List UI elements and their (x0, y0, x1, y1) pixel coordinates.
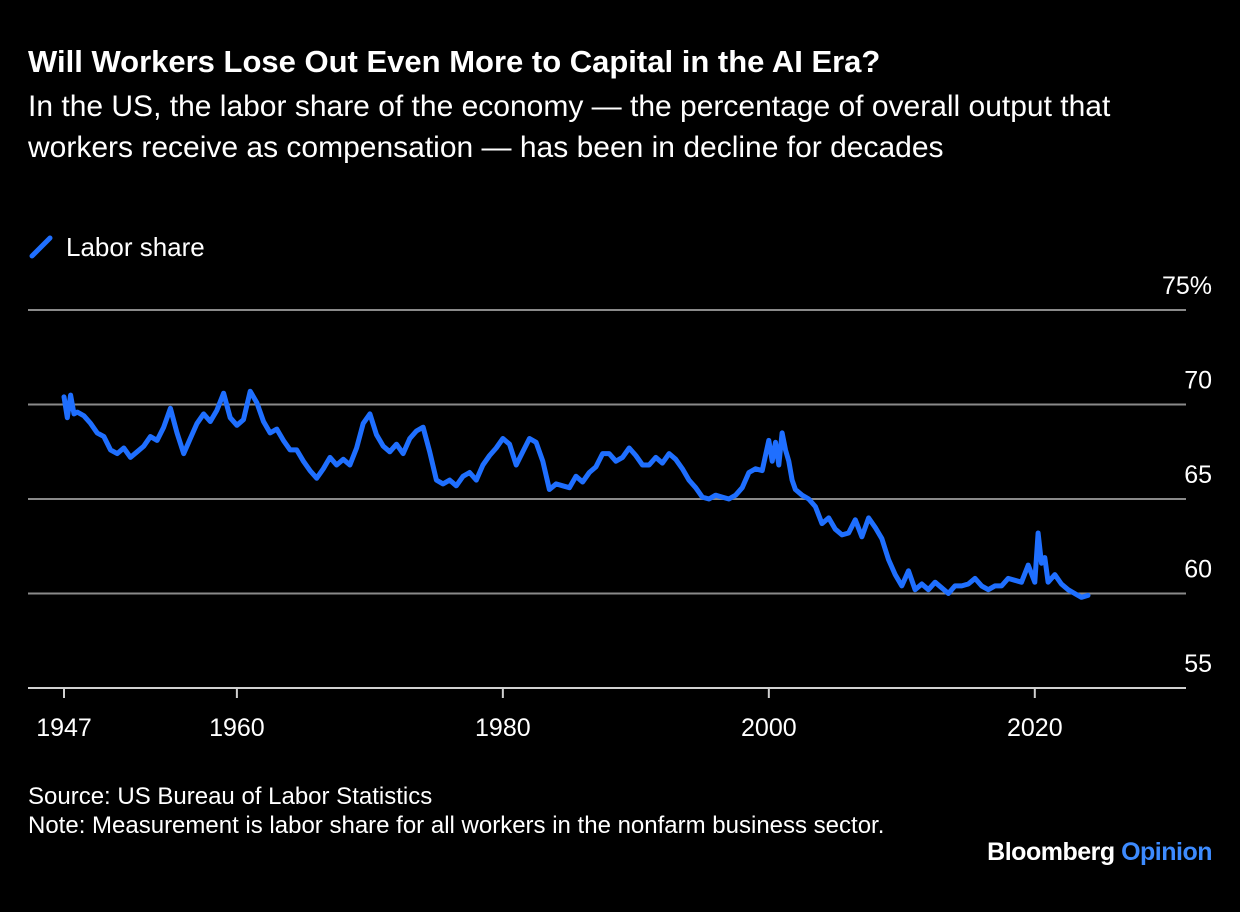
footer: Source: US Bureau of Labor Statistics No… (28, 782, 888, 840)
x-axis-ticks: 1947 1960 1980 2000 2020 (36, 688, 1063, 742)
y-tick-label: 70 (1184, 367, 1212, 395)
x-tick-label: 1960 (209, 714, 265, 742)
source-note: Source: US Bureau of Labor Statistics (28, 783, 433, 810)
y-tick-label: 65 (1184, 461, 1212, 489)
measurement-note: Note: Measurement is labor share for all… (28, 812, 885, 839)
series-group (61, 388, 1091, 600)
x-tick-label: 1947 (36, 714, 92, 742)
brand-logo: Bloomberg Opinion (987, 838, 1212, 867)
brand-suffix: Opinion (1121, 838, 1212, 866)
x-tick-label: 2020 (1007, 714, 1063, 742)
series-line-labor-share (61, 388, 1091, 600)
brand-name: Bloomberg (987, 838, 1115, 866)
y-axis-ticks: 55 60 65 70 75% (1162, 272, 1212, 678)
chart-subtitle: In the US, the labor share of the econom… (28, 90, 1111, 164)
y-tick-label: 55 (1184, 650, 1212, 678)
legend-line-icon (29, 235, 53, 259)
legend-label: Labor share (66, 231, 205, 262)
chart-title: Will Workers Lose Out Even More to Capit… (28, 44, 881, 79)
legend: Labor share (28, 230, 205, 264)
y-tick-label: 75% (1162, 272, 1212, 300)
y-tick-label: 60 (1184, 556, 1212, 584)
gridlines (28, 309, 1186, 689)
x-tick-label: 2000 (741, 714, 797, 742)
x-tick-label: 1980 (475, 714, 531, 742)
